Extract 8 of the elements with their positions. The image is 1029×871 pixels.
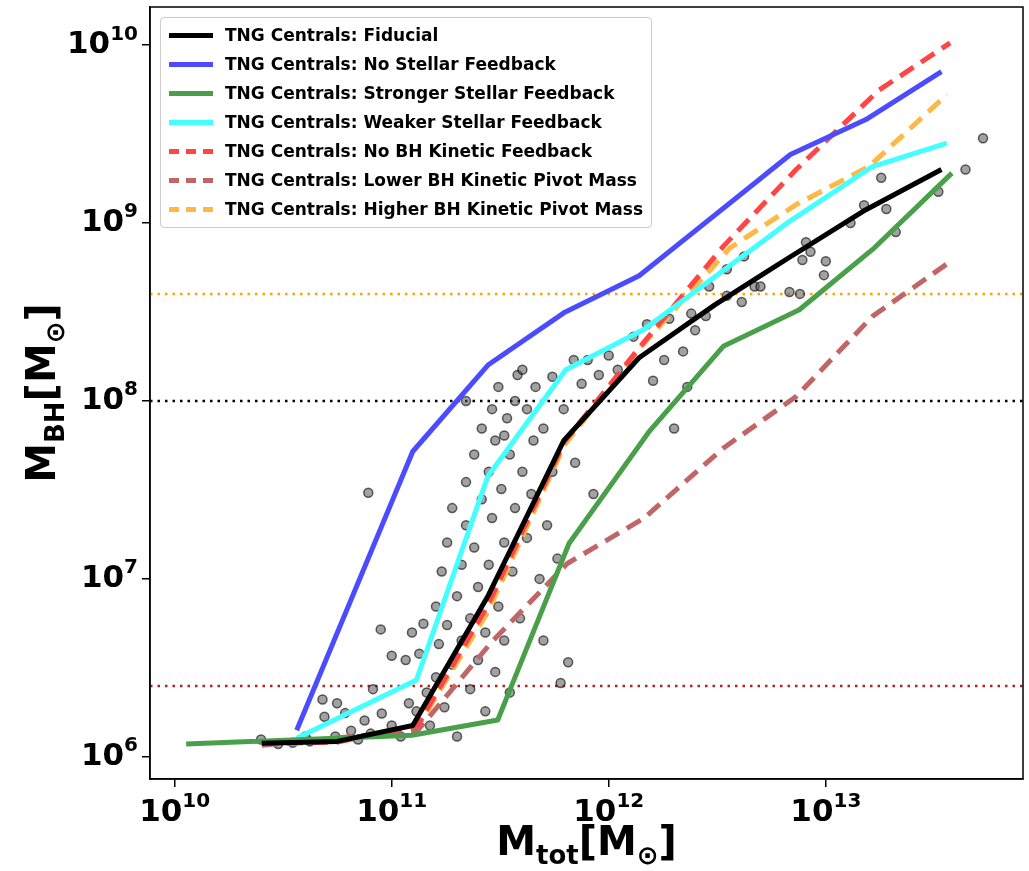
legend-label: TNG Centrals: Higher BH Kinetic Pivot Mass bbox=[225, 198, 644, 221]
legend-label: TNG Centrals: Weaker Stellar Feedback bbox=[225, 111, 602, 134]
legend-label: TNG Centrals: Lower BH Kinetic Pivot Mass bbox=[225, 169, 637, 192]
legend-label: TNG Centrals: Stronger Stellar Feedback bbox=[225, 82, 615, 105]
legend-label: TNG Centrals: Fiducial bbox=[225, 24, 439, 47]
legend-label: TNG Centrals: No Stellar Feedback bbox=[225, 53, 556, 76]
y-axis-title: MBH[M⊙] bbox=[18, 303, 70, 483]
legend-label: TNG Centrals: No BH Kinetic Feedback bbox=[225, 140, 593, 163]
